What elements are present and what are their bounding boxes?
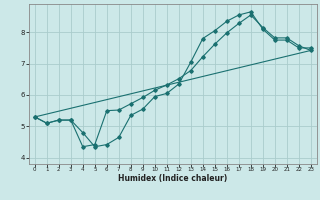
X-axis label: Humidex (Indice chaleur): Humidex (Indice chaleur): [118, 174, 228, 183]
